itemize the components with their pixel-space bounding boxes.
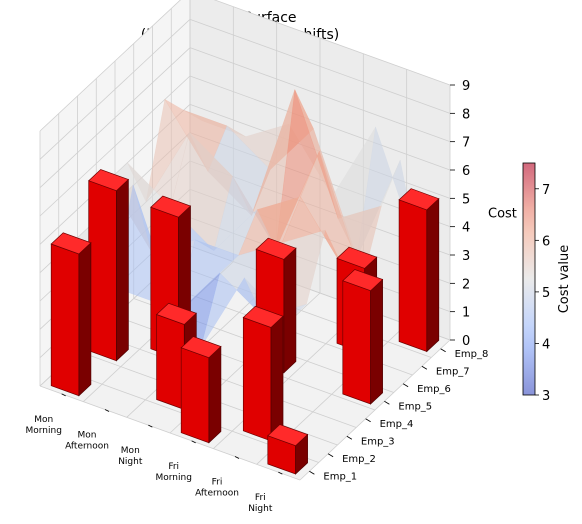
colorbar-tick-label: 4	[542, 337, 550, 352]
grid-line	[189, 75, 451, 171]
y-tick-mark	[346, 435, 353, 440]
bar-front-face	[242, 317, 272, 442]
grid-line	[96, 333, 357, 428]
y-tick-mark	[440, 348, 446, 353]
y-tick-mark	[384, 400, 390, 405]
y-tick-label: Emp_7	[436, 366, 470, 377]
bar-side-face	[116, 178, 129, 362]
bar-side-face	[270, 315, 284, 442]
z-tick-label: 2	[462, 277, 470, 292]
y-tick-mark	[421, 365, 428, 370]
bar-side-face	[283, 247, 297, 374]
y-tick-label: Emp_5	[398, 401, 432, 412]
bar-top-face	[336, 246, 378, 269]
z-tick-label: 0	[462, 334, 470, 349]
bar-side-face	[426, 197, 440, 353]
assigned-bar	[398, 188, 440, 353]
x-tick-label: Fri	[168, 462, 179, 472]
colorbar-tick-label: 5	[542, 286, 550, 301]
x-tick-label: Fri	[212, 478, 223, 488]
assigned-bars	[50, 169, 440, 475]
bar-top-face	[398, 188, 440, 211]
z-axis-label: Cost	[488, 207, 517, 222]
bar-top-face	[342, 269, 384, 292]
x-tick-label: Night	[118, 457, 143, 467]
bar-front-face	[88, 180, 117, 362]
grid-line	[39, 385, 301, 481]
bar-top-face	[267, 424, 309, 447]
bar-front-face	[156, 314, 185, 410]
x-tick-label: Mon	[78, 431, 97, 441]
assigned-bar	[50, 232, 92, 397]
y-tick-label: Emp_2	[342, 454, 376, 465]
bar-top-face	[255, 237, 297, 260]
x-tick-label: Afternoon	[195, 489, 239, 499]
grid-line	[39, 0, 181, 132]
x-tick-label: Afternoon	[65, 442, 109, 452]
bar-front-face	[398, 199, 428, 352]
colorbar-tick-label: 6	[542, 234, 550, 249]
x-tick-mark	[234, 456, 240, 459]
x-tick-mark	[148, 424, 153, 428]
z-tick-label: 9	[462, 79, 470, 94]
z-tick-label: 7	[462, 136, 470, 151]
x-tick-mark	[104, 409, 110, 412]
grid-line	[213, 0, 451, 86]
x-tick-label: Night	[248, 504, 273, 514]
x-tick-mark	[191, 440, 196, 444]
assigned-bar	[342, 269, 384, 405]
grid-line	[189, 47, 451, 143]
y-tick-label: Emp_1	[323, 471, 357, 482]
y-tick-mark	[309, 470, 315, 475]
y-tick-label: Emp_4	[380, 419, 414, 430]
assigned-bar	[180, 336, 222, 444]
x-tick-label: Fri	[255, 493, 266, 503]
x-tick-label: Mon	[121, 446, 140, 456]
bar-top-face	[180, 336, 222, 359]
y-tick-mark	[402, 383, 409, 388]
bar-front-face	[50, 243, 80, 397]
colorbar-label: Cost value	[557, 245, 572, 314]
colorbar-bar	[522, 162, 536, 396]
assigned-bar	[267, 424, 309, 475]
z-tick-label: 8	[462, 107, 470, 122]
z-tick-label: 6	[462, 164, 470, 179]
z-tick-label: 3	[462, 249, 470, 264]
assigned-bar	[242, 305, 284, 442]
z-tick-label: 1	[462, 306, 470, 321]
bar-side-face	[78, 241, 92, 397]
y-tick-mark	[327, 453, 334, 458]
y-tick-label: Emp_3	[361, 436, 395, 447]
colorbar-tick-label: 7	[542, 183, 550, 198]
x-tick-mark	[61, 393, 66, 397]
colorbar-tick-label: 3	[542, 389, 550, 404]
bar-top-face	[155, 302, 197, 325]
grid-line	[39, 47, 191, 188]
y-tick-mark	[365, 418, 371, 423]
grid-line	[189, 18, 451, 114]
bar-top-face	[50, 232, 92, 255]
bar-top-face	[150, 195, 192, 218]
bar-front-face	[342, 280, 371, 405]
x-tick-label: Mon	[34, 415, 53, 425]
colorbar: 3 4 5 6 7 Cost value	[522, 162, 572, 404]
bar-side-face	[208, 345, 222, 444]
z-tick-label: 4	[462, 221, 470, 236]
x-tick-label: Morning	[155, 473, 191, 483]
grid-line	[39, 75, 191, 217]
assigned-bar	[88, 169, 130, 362]
x-tick-label: Morning	[25, 426, 61, 436]
z-tick-label: 5	[462, 192, 470, 207]
x-tick-mark	[278, 471, 283, 475]
bar-side-face	[370, 278, 383, 405]
y-tick-label: Emp_8	[455, 349, 489, 360]
bar-front-face	[180, 347, 210, 444]
bar-top-face	[242, 305, 284, 328]
grid-line	[39, 19, 191, 160]
bar-top-face	[88, 169, 130, 192]
y-tick-label: Emp_6	[417, 384, 451, 395]
